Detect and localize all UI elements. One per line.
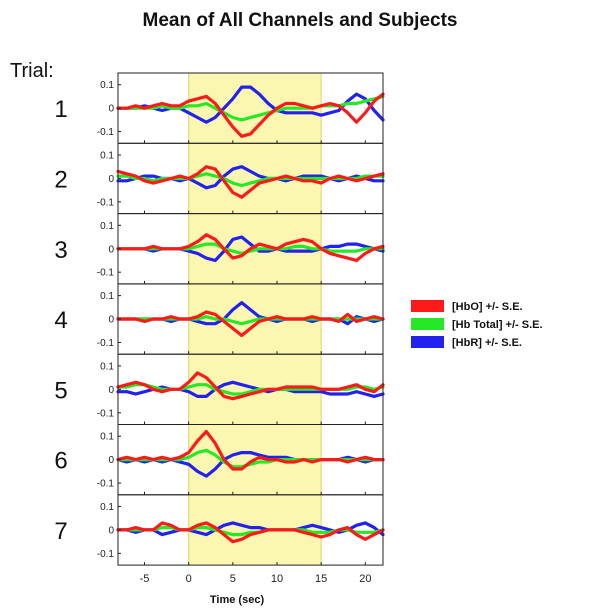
trial-3-ytick-label: 0 [108, 244, 114, 255]
trial-6-hbo-line [116, 429, 385, 471]
trial-3-ytick-label: 0.1 [100, 221, 114, 232]
trial-4-ytick-label: 0.1 [100, 291, 114, 302]
trial-5-ytick-label: -0.1 [97, 408, 115, 419]
trial-7-ytick-label: 0.1 [100, 502, 114, 513]
trial-6-ytick-label: 0.1 [100, 432, 114, 443]
trial-7-hbr-line [116, 521, 385, 537]
legend-label-hbr: [HbR] +/- S.E. [452, 337, 522, 349]
x-axis-label: Time (sec) [210, 594, 265, 606]
trial-panel-2: 0.1 0 -0.1 2 [54, 142, 385, 215]
trial-number-3: 3 [54, 237, 67, 264]
trial-5-ytick-label: 0 [108, 385, 114, 396]
x-tick-label: 0 [186, 573, 192, 585]
trial-5-ytick-label: 0.1 [100, 361, 114, 372]
trial-7-ytick-label: 0 [108, 525, 114, 536]
trial-panels: 0.10-0.110.10-0.120.10-0.130.10-0.140.10… [54, 72, 385, 566]
trial-2-ytick-label: 0.1 [100, 151, 114, 162]
x-tick-label: 10 [271, 573, 283, 585]
trial-number-4: 4 [54, 307, 67, 334]
trial-3-hbo-line [116, 233, 385, 263]
trial-2-ytick-label: 0 [108, 174, 114, 185]
chart-title: Mean of All Channels and Subjects [143, 10, 458, 31]
trial-3-ytick-label: -0.1 [97, 268, 115, 279]
trial-number-5: 5 [54, 377, 67, 404]
trial-1-hbr-line [116, 85, 385, 124]
trial-2-ytick-label: -0.1 [97, 197, 115, 208]
legend-label-hbo: [HbO] +/- S.E. [452, 301, 523, 313]
trial-7-hbo-line [116, 521, 385, 544]
trial-5-hbr-line [116, 380, 385, 398]
x-tick-label: 5 [230, 573, 236, 585]
legend: [HbO] +/- S.E. [Hb Total] +/- S.E. [HbR] +… [411, 300, 543, 349]
trial-2-hb-total-line [116, 172, 385, 188]
legend-label-hb-total: [Hb Total] +/- S.E. [452, 319, 543, 331]
trial-panel-4: 0.1 0 -0.1 4 [54, 283, 385, 355]
trial-4-hbo-line [116, 310, 385, 338]
x-tick-label: -5 [140, 573, 150, 585]
trial-number-1: 1 [54, 96, 67, 123]
trial-4-ytick-label: 0 [108, 315, 114, 326]
trial-1-hbo-line [116, 92, 385, 138]
trial-4-ytick-label: -0.1 [97, 338, 115, 349]
trial-2-hbo-line [116, 165, 385, 199]
trial-5-hbo-line [116, 371, 385, 401]
legend-swatch-hbo [411, 300, 444, 312]
trial-7-ytick-label: -0.1 [97, 549, 115, 560]
x-tick-label: 20 [359, 573, 371, 585]
trial-number-7: 7 [54, 518, 67, 545]
trial-panel-6: 0.1 0 -0.1 6 [54, 424, 385, 496]
trial-panel-5: 0.1 0 -0.1 5 [54, 353, 385, 426]
trial-number-2: 2 [54, 166, 67, 193]
legend-swatch-hb-total [411, 318, 444, 330]
trial-number-6: 6 [54, 448, 67, 475]
x-axis: -5 0 5 10 15 20 [140, 573, 372, 585]
trial-1-ytick-label: 0 [108, 104, 114, 115]
trial-1-ytick-label: 0.1 [100, 80, 114, 91]
trial-panel-1: 0.1 0 -0.1 1 [54, 72, 385, 144]
trial-6-ytick-label: -0.1 [97, 479, 115, 490]
x-tick-label: 15 [315, 573, 327, 585]
trial-panel-7: 0.1 0 -0.1 7 [54, 494, 385, 566]
trial-6-ytick-label: 0 [108, 455, 114, 466]
legend-swatch-hbr [411, 336, 444, 348]
trial-1-ytick-label: -0.1 [97, 127, 115, 138]
trial-row-label: Trial: [10, 60, 54, 82]
